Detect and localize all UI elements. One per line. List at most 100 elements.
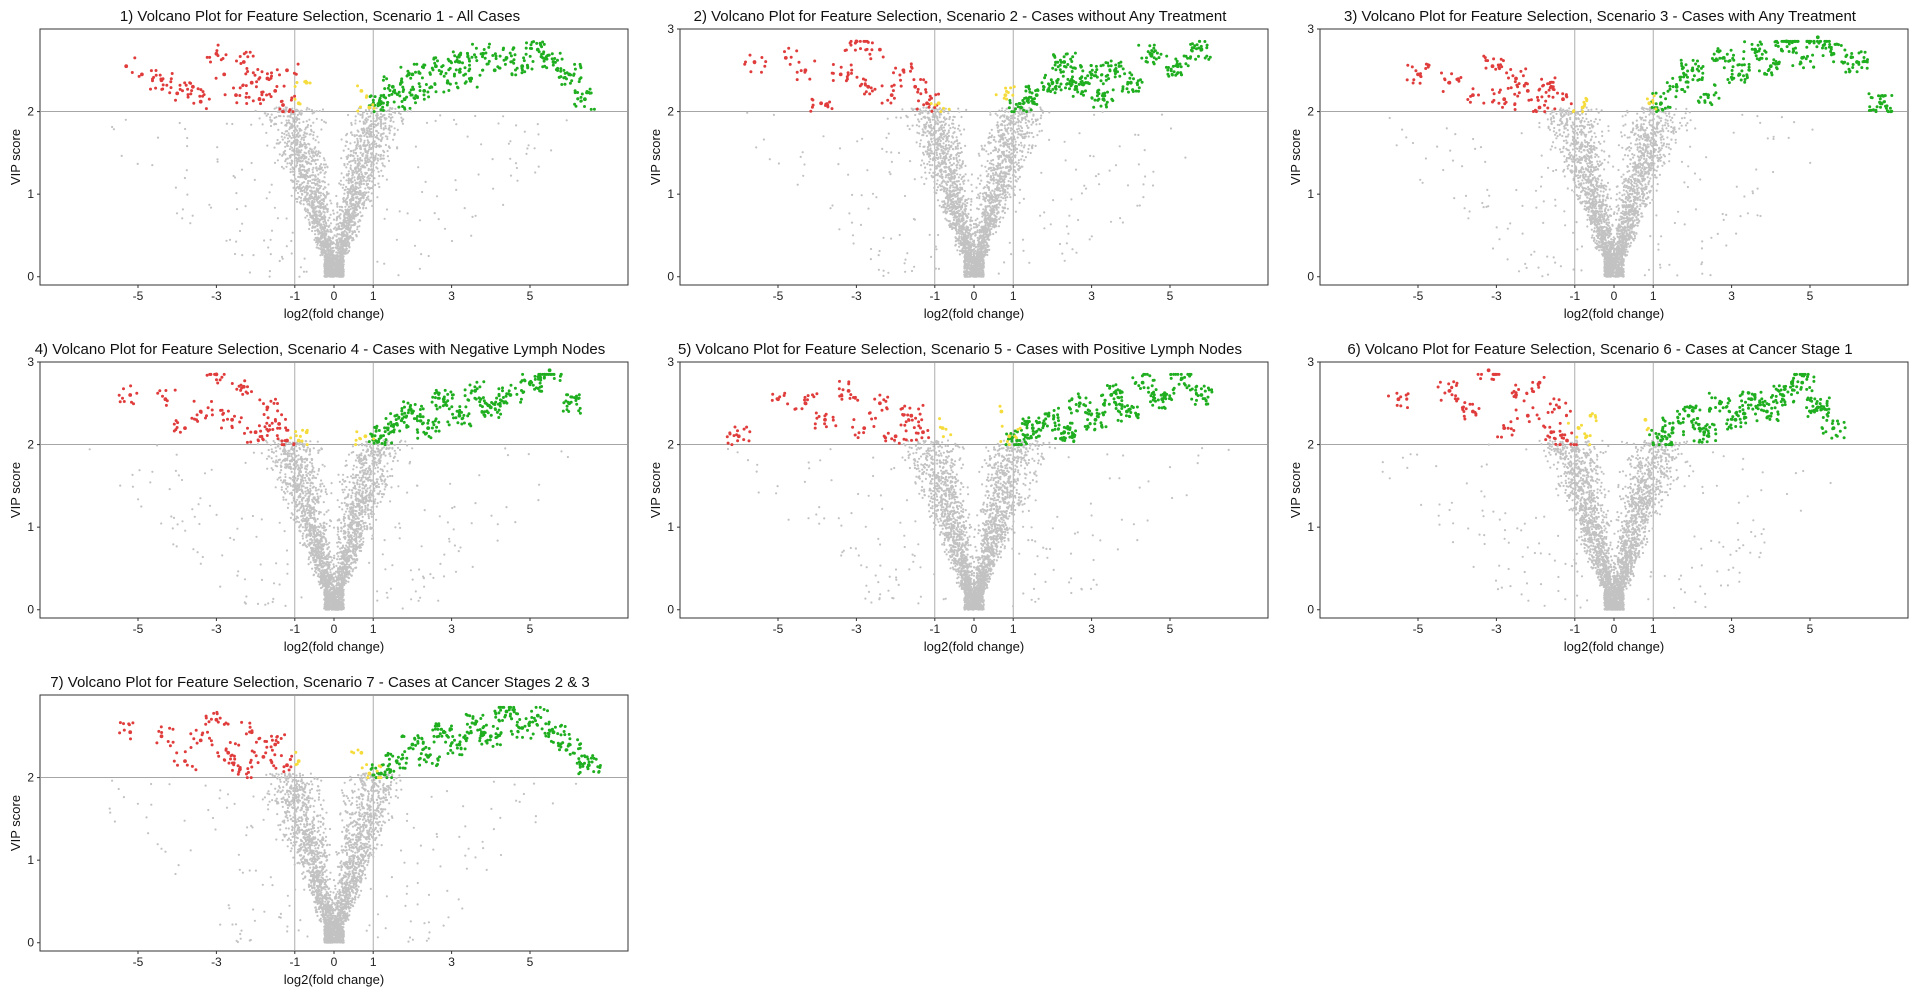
x-tick-label: 5 (527, 622, 534, 636)
data-point-down (234, 93, 238, 97)
y-tick-label: 3 (1307, 355, 1314, 369)
data-point-down (878, 401, 882, 406)
data-point-down (878, 47, 882, 52)
borderline-cluster (929, 85, 1016, 114)
background-points (746, 106, 1187, 278)
data-point-down (1502, 426, 1507, 430)
data-point-down (265, 405, 270, 410)
data-point-up (390, 84, 395, 89)
background-points (108, 772, 578, 944)
data-point-down (273, 89, 278, 93)
chart-svg: -5 -3 -1 0 1 3 5 0 1 2 3 log2(fold change) VIP score (1288, 22, 1909, 321)
y-axis-label: VIP score (1288, 462, 1303, 518)
data-point-up (1015, 438, 1019, 443)
data-point-down (183, 759, 187, 763)
data-point-borderline (936, 101, 941, 106)
data-point-up (1199, 393, 1204, 397)
x-axis-label: log2(fold change) (284, 639, 384, 654)
x-tick-label: 0 (971, 289, 978, 303)
x-tick-label: -3 (1491, 622, 1502, 636)
data-point-up (457, 413, 462, 418)
x-tick-label: 5 (527, 955, 534, 969)
y-axis-label: VIP score (8, 129, 23, 185)
borderline-cluster (293, 79, 376, 113)
y-tick-label: 2 (1307, 105, 1314, 119)
volcano-chart-1: 1) Volcano Plot for Feature Selection, S… (0, 0, 640, 333)
x-tick-label: 0 (1611, 622, 1618, 636)
up-cluster (1650, 39, 1894, 114)
y-tick-label: 0 (27, 603, 34, 617)
borderline-cluster (289, 428, 376, 447)
up-cluster (1007, 39, 1212, 114)
data-point-up (1800, 380, 1805, 385)
data-point-down (838, 72, 843, 77)
chart-svg: -5 -3 -1 0 1 3 5 0 1 2 log2(fold change) VIP score (8, 694, 629, 987)
data-point-up (1093, 417, 1098, 422)
data-point-down (846, 389, 851, 393)
chart-svg: -5 -3 -1 0 1 3 5 0 1 2 3 log2(fold change) VIP score (1288, 355, 1909, 654)
x-tick-label: 0 (971, 622, 978, 636)
x-tick-label: -1 (929, 622, 940, 636)
y-tick-label: 1 (27, 187, 34, 201)
data-point-up (422, 89, 427, 93)
data-point-down (128, 730, 133, 735)
chart-title: 5) Volcano Plot for Feature Selection, S… (640, 341, 1280, 358)
x-tick-label: 3 (1728, 289, 1735, 303)
background-points (726, 439, 1230, 611)
x-tick-label: 0 (331, 289, 338, 303)
data-point-down (198, 99, 203, 104)
x-tick-label: 3 (1728, 622, 1735, 636)
data-point-borderline (999, 409, 1004, 414)
x-axis-label: log2(fold change) (284, 972, 384, 987)
data-point-up (410, 742, 415, 747)
data-point-down (183, 426, 187, 430)
data-point-up (1702, 430, 1707, 435)
volcano-chart-7: 7) Volcano Plot for Feature Selection, S… (0, 666, 640, 999)
chart-title: 2) Volcano Plot for Feature Selection, S… (640, 8, 1280, 25)
data-point-borderline (359, 750, 364, 755)
y-tick-label: 1 (667, 520, 674, 534)
y-tick-label: 1 (1307, 520, 1314, 534)
x-tick-label: -3 (1491, 289, 1502, 303)
data-point-up (1030, 426, 1035, 430)
background-points (111, 106, 568, 278)
data-point-borderline (296, 438, 301, 443)
x-tick-label: 5 (1807, 289, 1814, 303)
data-point-borderline (367, 105, 372, 110)
data-point-up (1140, 380, 1145, 385)
data-point-up (1768, 64, 1773, 69)
chart-title: 1) Volcano Plot for Feature Selection, S… (0, 8, 640, 25)
background-points (1381, 439, 1832, 611)
y-tick-label: 0 (1307, 270, 1314, 284)
data-point-up (492, 68, 497, 73)
data-point-down (862, 426, 867, 430)
x-axis-label: log2(fold change) (284, 306, 384, 321)
down-cluster (118, 710, 294, 780)
y-tick-label: 0 (27, 936, 34, 950)
data-point-down (1486, 368, 1491, 373)
data-point-down (249, 80, 254, 85)
y-tick-label: 0 (1307, 603, 1314, 617)
plot-frame (39, 28, 629, 286)
data-point-up (1690, 68, 1695, 73)
data-point-up (520, 726, 525, 730)
data-point-down (1502, 97, 1507, 102)
x-tick-label: -1 (289, 955, 300, 969)
x-tick-label: 1 (370, 289, 377, 303)
y-tick-label: 2 (27, 771, 34, 785)
x-tick-label: 5 (1807, 622, 1814, 636)
x-axis-label: log2(fold change) (924, 639, 1024, 654)
volcano-chart-3: 3) Volcano Plot for Feature Selection, S… (1280, 0, 1920, 333)
y-tick-label: 0 (667, 270, 674, 284)
chart-svg: -5 -3 -1 0 1 3 5 0 1 2 3 log2(fold change) VIP score (8, 355, 629, 654)
x-tick-label: -3 (851, 289, 862, 303)
data-point-borderline (363, 434, 368, 439)
data-point-up (402, 97, 407, 102)
data-point-down (913, 84, 918, 89)
down-cluster (1405, 54, 1573, 114)
data-point-down (230, 417, 235, 422)
data-point-down (866, 84, 871, 89)
x-tick-label: 0 (331, 622, 338, 636)
data-point-down (783, 56, 788, 60)
data-point-up (410, 72, 415, 77)
